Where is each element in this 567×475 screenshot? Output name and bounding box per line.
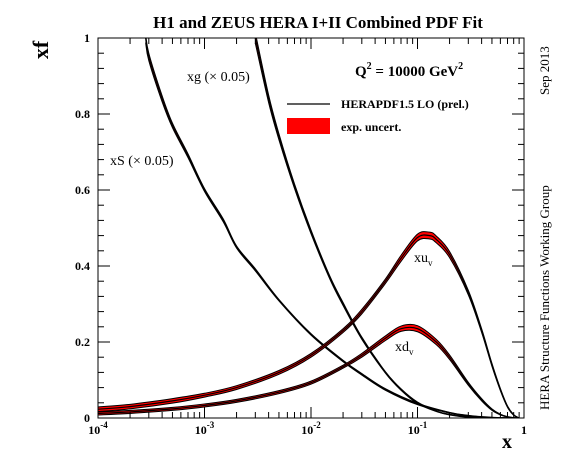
- uncert-band-xS: [255, 38, 520, 418]
- chart-title: H1 and ZEUS HERA I+II Combined PDF Fit: [153, 13, 483, 32]
- curve-label-xS: xS (× 0.05): [110, 154, 174, 169]
- axis-ticks: 10-4 10-3 10-2 10-1 1 0 0.2 0.4 0.6 0.8 1: [75, 31, 527, 437]
- q2-label: Q2 = 10000 GeV2: [355, 61, 463, 80]
- y-tick-label: 0: [84, 411, 90, 425]
- y-tick-label: 0.2: [75, 335, 90, 349]
- curve-label-xg: xg (× 0.05): [187, 70, 250, 85]
- q2-prefix: Q: [355, 64, 367, 80]
- data-layer: [98, 38, 520, 418]
- y-tick-label: 0.8: [75, 107, 90, 121]
- x-tick-label: 10-3: [195, 420, 215, 437]
- x-tick-label: 10-2: [301, 420, 321, 437]
- legend-band-swatch: [287, 118, 330, 134]
- q2-middle: = 10000 GeV: [372, 64, 459, 80]
- band-edge-upper-xS: [255, 38, 520, 418]
- q2-sup2: 2: [458, 61, 463, 72]
- y-tick-label: 1: [84, 31, 90, 45]
- curve-xg: [145, 38, 520, 418]
- legend-entry-uncert: exp. uncert.: [341, 120, 401, 134]
- y-axis-label: xf: [28, 40, 53, 59]
- side-label-group: HERA Structure Functions Working Group: [537, 185, 552, 410]
- q2-sup1: 2: [367, 61, 372, 72]
- y-tick-label: 0.6: [75, 183, 90, 197]
- band-edge-upper-xg: [145, 38, 520, 418]
- x-tick-label: 1: [521, 423, 527, 437]
- band-edge-upper-xuv: [98, 231, 520, 418]
- x-axis-label: x: [502, 431, 512, 453]
- x-tick-label: 10-1: [408, 420, 428, 437]
- legend-entry-central: HERAPDF1.5 LO (prel.): [341, 97, 469, 111]
- curve-labels: xg (× 0.05) xS (× 0.05) xuv xdv: [110, 70, 433, 357]
- curve-xuv: [98, 234, 520, 418]
- curve-label-xuv: xuv: [414, 251, 433, 268]
- side-label-date: Sep 2013: [537, 46, 552, 95]
- uncert-band-xg: [145, 38, 520, 418]
- curve-label-xdv: xdv: [395, 340, 414, 357]
- uncert-band-xuv: [98, 231, 520, 418]
- legend: HERAPDF1.5 LO (prel.) exp. uncert.: [287, 97, 469, 134]
- curve-xdv: [98, 326, 520, 418]
- x-tick-label: 10-4: [88, 420, 108, 437]
- curve-xS: [254, 38, 520, 418]
- y-tick-label: 0.4: [75, 259, 90, 273]
